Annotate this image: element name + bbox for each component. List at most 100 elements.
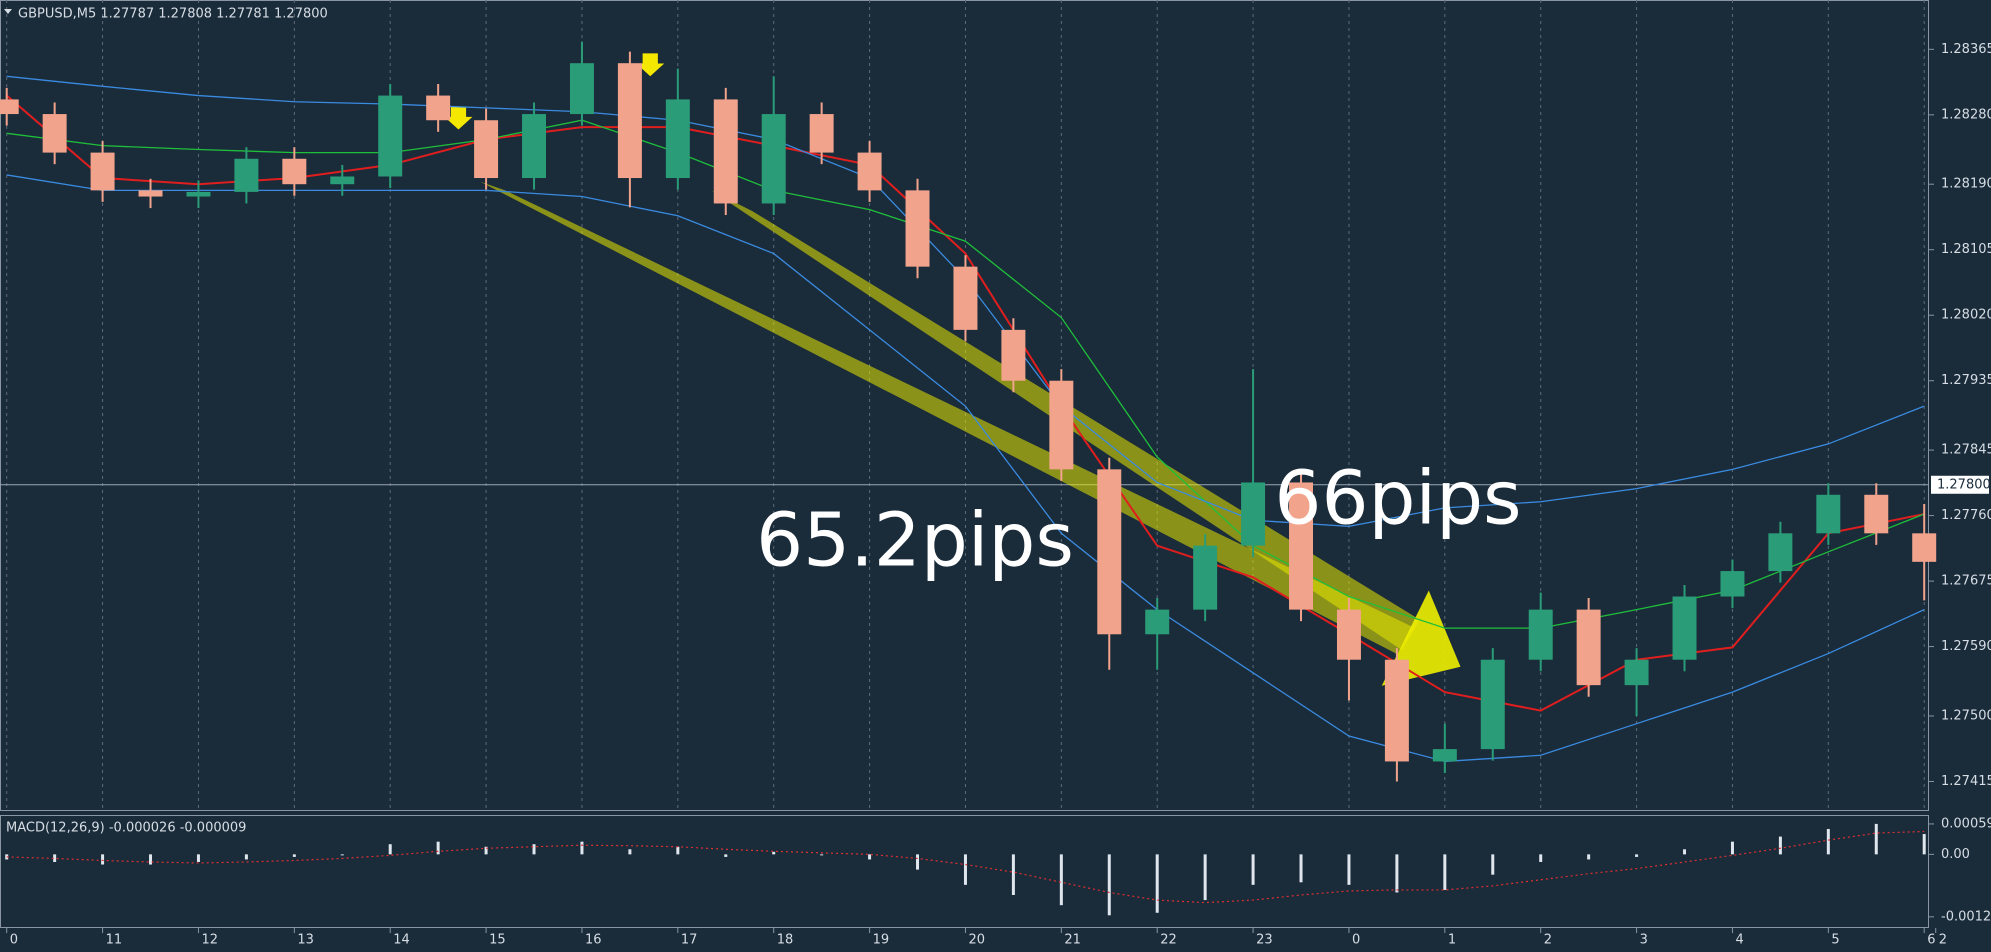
candle-body xyxy=(809,114,834,153)
macd-bar xyxy=(772,851,776,855)
candle-body xyxy=(1672,596,1697,660)
y-tick-label: 1.27415 xyxy=(1941,774,1991,789)
macd-bar xyxy=(1587,854,1591,860)
macd-bar xyxy=(1011,854,1015,895)
x-tick-label: 20 xyxy=(968,933,985,948)
x-tick-label: 1 xyxy=(1448,933,1456,948)
candle-body xyxy=(1049,380,1074,470)
chart-title: GBPUSD,M5 1.27787 1.27808 1.27781 1.2780… xyxy=(18,7,328,22)
y-tick-label: 1.28020 xyxy=(1941,308,1991,323)
candle-body xyxy=(1432,749,1457,762)
x-tick-label: 0 xyxy=(10,933,18,948)
x-tick-label: 2 xyxy=(1939,933,1947,948)
x-tick-label: 19 xyxy=(873,933,890,948)
macd-bar xyxy=(916,854,920,870)
x-tick-label: 2 xyxy=(1544,933,1552,948)
macd-bar xyxy=(101,854,105,865)
candle-body xyxy=(857,152,882,191)
candle-body xyxy=(1576,609,1601,686)
macd-bar xyxy=(1395,854,1399,893)
y-tick-label: 1.27675 xyxy=(1941,574,1991,589)
macd-bar xyxy=(1778,836,1782,855)
candle-body xyxy=(474,120,499,179)
x-tick-label: 11 xyxy=(106,933,123,948)
x-tick-label: 5 xyxy=(1831,933,1839,948)
candle-body xyxy=(0,99,19,115)
y-tick-label: 0.000599 xyxy=(1941,816,1991,831)
menu-triangle xyxy=(4,9,12,14)
candle-body xyxy=(1336,609,1361,660)
macd-signal xyxy=(6,830,1925,904)
candle-body xyxy=(330,176,355,185)
candle-body xyxy=(138,190,163,197)
indicator-line xyxy=(6,174,1925,763)
candle-body xyxy=(569,63,594,115)
macd-bar xyxy=(724,854,728,857)
macd-bar xyxy=(868,854,872,860)
macd-bar xyxy=(1874,823,1878,855)
candle-body xyxy=(1720,571,1745,597)
macd-bar xyxy=(1730,841,1734,855)
candle-body xyxy=(1097,469,1122,635)
x-tick-label: 21 xyxy=(1064,933,1081,948)
marks-layer: 1.28365 1.28280 1.28190 1.28105 1.28020 1.279… xyxy=(0,41,1991,948)
y-tick-label: 1.27935 xyxy=(1941,373,1991,388)
macd-bar xyxy=(1539,854,1543,862)
x-tick-label: 14 xyxy=(393,933,410,948)
macd-bar xyxy=(244,854,248,860)
candle-body xyxy=(1816,494,1841,534)
current-price-box xyxy=(1931,475,1989,494)
candle-body xyxy=(1193,545,1218,610)
macd-bar xyxy=(1443,854,1447,890)
current-price-label: 1.27800 xyxy=(1937,477,1991,492)
candle-body xyxy=(1001,329,1026,381)
y-tick-label: 1.28105 xyxy=(1941,242,1991,257)
macd-bar xyxy=(1059,854,1063,906)
macd-bar xyxy=(532,844,536,855)
x-tick-label: 13 xyxy=(297,933,314,948)
candle-body xyxy=(1528,609,1553,660)
x-tick-label: 16 xyxy=(585,933,602,948)
candle-body xyxy=(761,114,786,204)
x-tick-label: 12 xyxy=(201,933,218,948)
macd-bar xyxy=(1203,854,1207,901)
macd-bar xyxy=(820,854,824,856)
x-tick-label: 0 xyxy=(1352,933,1360,948)
signal-arrow xyxy=(636,53,665,77)
macd-bar xyxy=(1683,849,1687,855)
macd-bar xyxy=(1635,854,1639,857)
indicator-line xyxy=(6,119,1925,629)
x-tick-label: 4 xyxy=(1735,933,1743,948)
macd-bar xyxy=(292,854,296,857)
macd-bar xyxy=(1155,854,1159,913)
macd-bar xyxy=(149,854,153,865)
x-tick-label: 3 xyxy=(1640,933,1648,948)
macd-bar xyxy=(53,854,57,862)
y-tick-label: -0.001230 xyxy=(1941,909,1991,924)
signal-arrow xyxy=(444,106,473,130)
macd-bar xyxy=(388,844,392,855)
candle-body xyxy=(1480,659,1505,750)
macd-bar xyxy=(1922,834,1926,855)
candle-body xyxy=(1289,482,1314,610)
y-tick-label: 1.27845 xyxy=(1941,443,1991,458)
candle-body xyxy=(426,95,451,121)
macd-bar xyxy=(1826,828,1830,855)
macd-bar xyxy=(436,841,440,855)
macd-bar xyxy=(5,854,9,860)
annotation: 65.2pips xyxy=(756,498,1074,584)
macd-bar xyxy=(1491,854,1495,875)
candle-body xyxy=(42,114,67,153)
candle-body xyxy=(1864,494,1889,534)
macd-bar xyxy=(628,849,632,855)
macd-bar xyxy=(340,854,344,856)
candle-body xyxy=(1384,659,1409,762)
x-tick-label: 17 xyxy=(681,933,698,948)
macd-bar xyxy=(580,841,584,855)
macd-bar xyxy=(1347,854,1351,885)
macd-bar xyxy=(676,846,680,855)
candle-body xyxy=(1241,482,1266,546)
candle-body xyxy=(378,95,403,177)
